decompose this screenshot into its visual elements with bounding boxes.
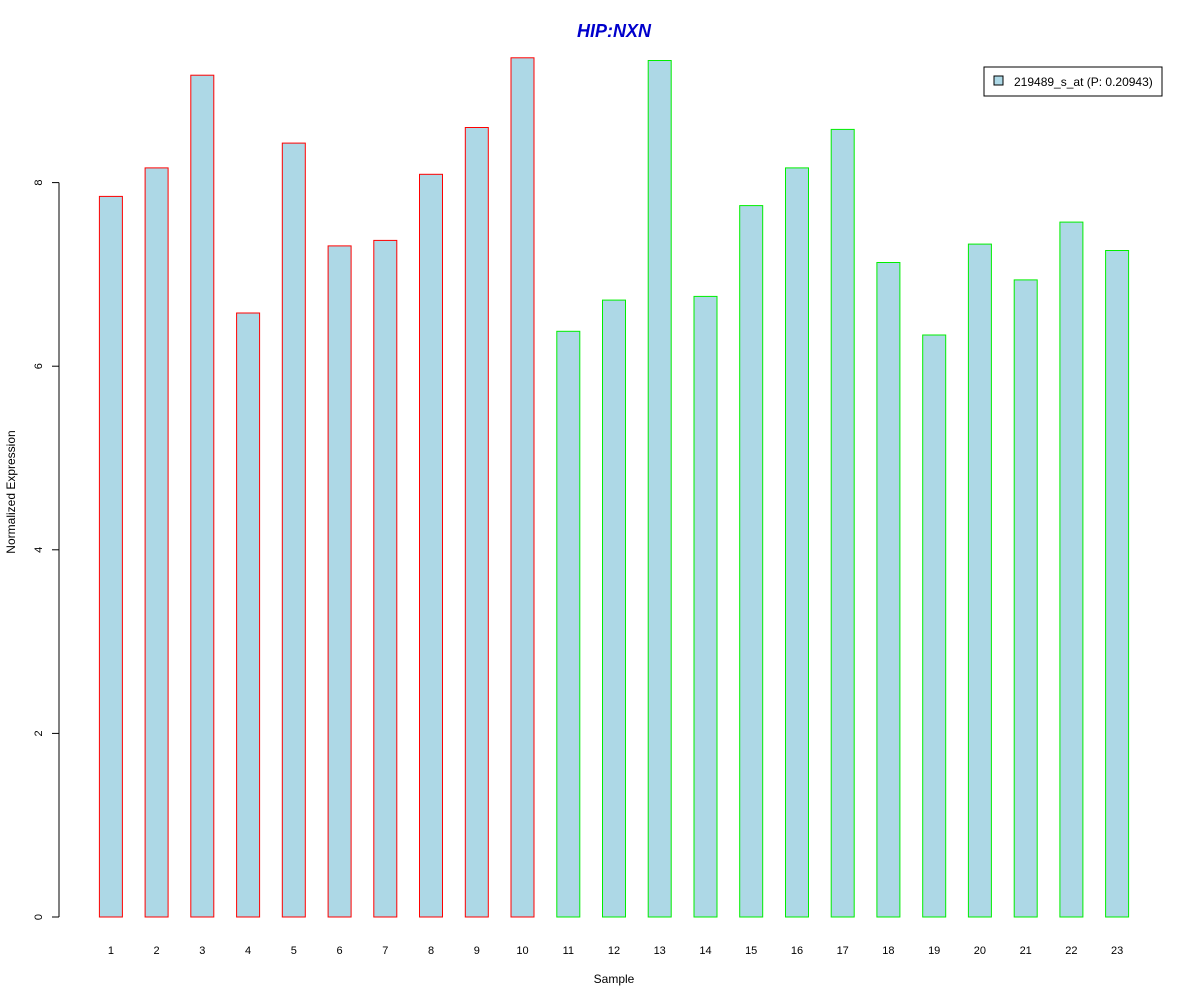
bar-sample-3 [190,74,215,918]
y-tick-label: 0 [33,914,45,920]
bar-sample-19 [922,334,947,918]
bar-sample-22 [1059,221,1084,918]
legend-swatch [993,75,1004,86]
bar-sample-6 [327,245,352,918]
x-tick-label: 19 [928,945,940,957]
bar-sample-11 [556,330,581,918]
bar-sample-18 [876,262,901,918]
bar-sample-20 [967,243,992,918]
x-tick-label: 12 [608,945,620,957]
y-tick-label: 8 [33,180,45,186]
legend: 219489_s_at (P: 0.20943) [983,66,1163,97]
bar-sample-5 [281,142,306,918]
x-tick-label: 9 [474,945,480,957]
x-tick-label: 14 [699,945,711,957]
x-tick-label: 10 [516,945,528,957]
x-tick-label: 6 [337,945,343,957]
x-tick-label: 7 [382,945,388,957]
x-tick-labels: 1 2 3 4 5 6 7 8 9 10 11 12 13 14 15 16 17 18 19 20 21 22 23 [108,945,1123,957]
chart-title: HIP:NXN [577,21,652,41]
y-axis-label: Normalized Expression [4,430,18,553]
bar-sample-9 [464,127,489,918]
legend-label: 219489_s_at (P: 0.20943) [1014,75,1153,89]
y-tick-label: 6 [33,363,45,369]
bar-sample-8 [419,173,443,918]
x-tick-label: 15 [745,945,757,957]
x-tick-label: 2 [154,945,160,957]
y-tick-label: 2 [33,730,45,736]
bar-sample-4 [236,312,261,918]
bar-sample-23 [1105,250,1130,918]
x-axis-label: Sample [594,972,635,986]
x-tick-label: 18 [882,945,894,957]
bar-sample-12 [602,299,626,918]
y-tick-label: 4 [33,547,45,553]
x-tick-label: 23 [1111,945,1123,957]
bar-sample-2 [144,167,169,918]
x-tick-label: 8 [428,945,434,957]
x-tick-label: 21 [1020,945,1032,957]
bar-sample-17 [830,128,855,918]
bar-sample-7 [373,239,398,918]
x-tick-label: 4 [245,945,251,957]
bar-sample-15 [739,205,764,918]
y-axis: 0 2 4 6 8 [33,180,60,920]
x-tick-label: 20 [974,945,986,957]
x-tick-label: 11 [563,945,574,957]
bars-group [98,57,1130,918]
bar-sample-14 [693,295,718,918]
bar-sample-16 [785,167,809,918]
x-tick-label: 5 [291,945,297,957]
x-tick-label: 17 [837,945,849,957]
bar-sample-10 [510,57,535,918]
x-tick-label: 16 [791,945,803,957]
x-tick-label: 3 [199,945,205,957]
x-tick-label: 13 [654,945,666,957]
bar-sample-13 [647,60,672,918]
legend-box [983,66,1163,97]
x-tick-label: 22 [1065,945,1077,957]
bar-sample-1 [98,195,123,918]
bar-sample-21 [1013,279,1038,918]
x-tick-label: 1 [108,945,114,957]
